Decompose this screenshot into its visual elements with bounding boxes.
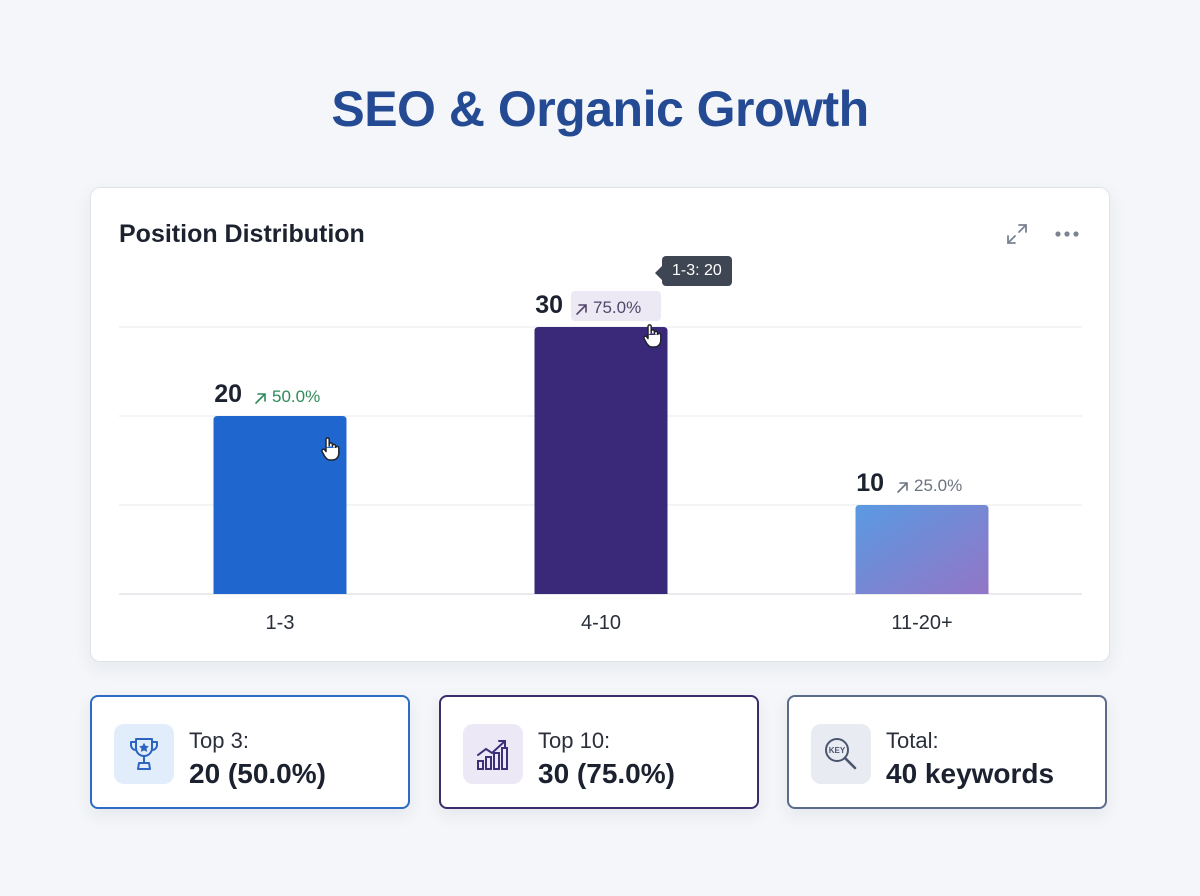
card-actions (1003, 220, 1081, 248)
stat-card-top10: Top 10: 30 (75.0%) (439, 695, 759, 809)
bar-value-label: 10 (856, 469, 884, 497)
arrow-up-right-icon (897, 482, 908, 493)
arrow-up-right-icon (576, 304, 587, 315)
chart-tooltip: 1-3: 20 (655, 256, 732, 286)
bar-percent-label: 75.0% (593, 298, 641, 317)
bar[interactable] (213, 416, 347, 594)
expand-icon[interactable] (1003, 220, 1031, 248)
bar-value-label: 30 (535, 291, 563, 319)
bar-percent-label: 25.0% (914, 476, 962, 495)
stat-label: Top 3: (189, 728, 249, 753)
stat-value: 40 keywords (886, 758, 1055, 789)
position-distribution-card: Position Distribution 1-3 20 50.0% 4-10 30 75… (90, 187, 1110, 662)
hand-cursor-icon (643, 324, 662, 348)
hand-cursor-icon (321, 437, 340, 461)
svg-text:KEY: KEY (829, 746, 846, 755)
x-tick-label: 1-3 (266, 612, 295, 634)
growth-chart-icon (463, 724, 523, 784)
card-title: Position Distribution (119, 220, 365, 248)
x-tick-label: 4-10 (581, 612, 621, 634)
bar-value-label: 20 (214, 380, 242, 408)
bar[interactable] (534, 327, 668, 594)
trophy-icon (114, 724, 174, 784)
stat-label: Total: (886, 728, 939, 753)
stat-label: Top 10: (538, 728, 611, 753)
bar-percent-label: 50.0% (272, 387, 320, 406)
bar[interactable] (855, 505, 989, 594)
percent-badge-bg (571, 291, 661, 321)
bar-chart: 1-3 20 50.0% 4-10 30 75.0% 11-20+ 10 25.0% (119, 291, 1082, 634)
x-tick-label: 11-20+ (891, 612, 952, 634)
stat-card-total: KEY Total: 40 keywords (787, 695, 1107, 809)
page-title: SEO & Organic Growth (331, 81, 869, 137)
arrow-up-right-icon (255, 393, 266, 404)
key-search-icon: KEY (811, 724, 871, 784)
stat-card-top3: Top 3: 20 (50.0%) (90, 695, 410, 809)
stat-value: 30 (75.0%) (538, 758, 675, 789)
stat-value: 20 (50.0%) (189, 758, 326, 789)
more-icon[interactable] (1053, 220, 1081, 248)
